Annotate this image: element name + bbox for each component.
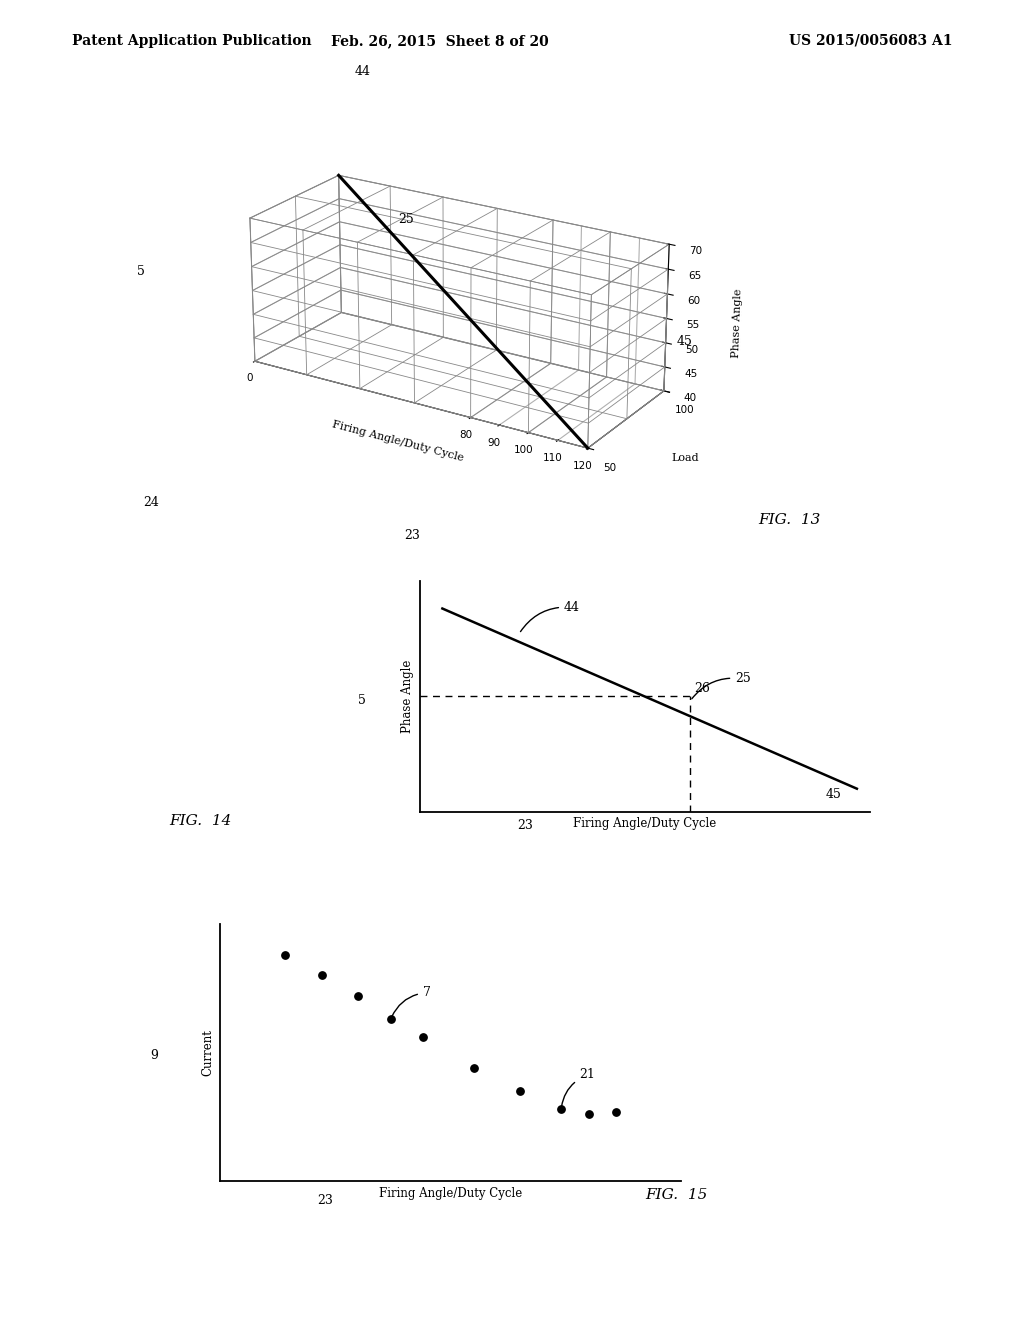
Text: 23: 23 bbox=[317, 1193, 334, 1206]
Text: 45: 45 bbox=[677, 335, 693, 348]
Text: FIG.  14: FIG. 14 bbox=[169, 814, 231, 828]
Text: 23: 23 bbox=[404, 528, 421, 541]
Text: 44: 44 bbox=[354, 65, 371, 78]
X-axis label: Firing Angle/Duty Cycle: Firing Angle/Duty Cycle bbox=[379, 1187, 522, 1200]
Text: Patent Application Publication: Patent Application Publication bbox=[72, 34, 311, 48]
Text: Feb. 26, 2015  Sheet 8 of 20: Feb. 26, 2015 Sheet 8 of 20 bbox=[332, 34, 549, 48]
Text: 5: 5 bbox=[358, 693, 367, 706]
Y-axis label: Phase Angle: Phase Angle bbox=[401, 660, 415, 733]
Text: 44: 44 bbox=[520, 601, 580, 631]
Text: 5: 5 bbox=[137, 265, 144, 279]
Y-axis label: Current: Current bbox=[202, 1030, 215, 1076]
Point bbox=[276, 944, 293, 965]
Point bbox=[608, 1101, 625, 1122]
Text: FIG.  15: FIG. 15 bbox=[645, 1188, 708, 1201]
Text: 25: 25 bbox=[398, 213, 414, 226]
Text: 9: 9 bbox=[151, 1048, 159, 1061]
Point bbox=[465, 1057, 482, 1078]
Point bbox=[383, 1008, 399, 1030]
Text: US 2015/0056083 A1: US 2015/0056083 A1 bbox=[788, 34, 952, 48]
Text: 21: 21 bbox=[561, 1068, 596, 1106]
Y-axis label: Load: Load bbox=[672, 453, 699, 463]
Point bbox=[512, 1081, 528, 1102]
Point bbox=[581, 1104, 597, 1125]
Text: 24: 24 bbox=[143, 495, 160, 508]
Point bbox=[313, 965, 330, 986]
Point bbox=[415, 1027, 431, 1048]
Text: FIG.  13: FIG. 13 bbox=[758, 513, 820, 527]
X-axis label: Firing Angle/Duty Cycle: Firing Angle/Duty Cycle bbox=[573, 817, 717, 830]
Text: 7: 7 bbox=[392, 986, 431, 1016]
Text: 23: 23 bbox=[517, 818, 534, 832]
Text: 25: 25 bbox=[692, 672, 751, 698]
X-axis label: Firing Angle/Duty Cycle: Firing Angle/Duty Cycle bbox=[332, 418, 465, 463]
Point bbox=[553, 1098, 569, 1119]
Text: 45: 45 bbox=[825, 788, 842, 801]
Text: 26: 26 bbox=[694, 681, 711, 694]
Point bbox=[350, 986, 367, 1007]
